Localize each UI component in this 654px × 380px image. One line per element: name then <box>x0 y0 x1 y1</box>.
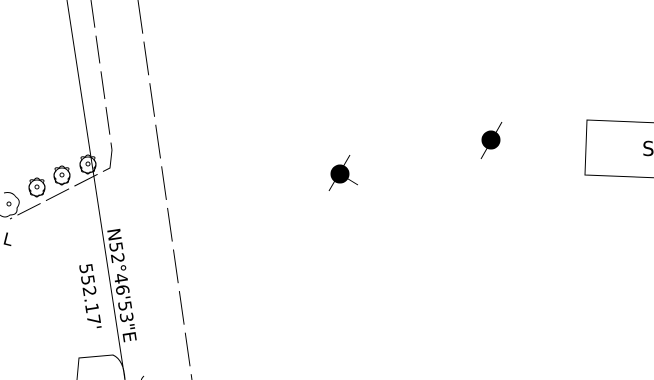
building-outline <box>584 119 654 179</box>
utility-poles <box>328 121 503 192</box>
shrub-icon <box>53 165 71 186</box>
partial-label-left: L <box>1 229 16 251</box>
shrub-icon <box>28 177 46 198</box>
shrub-icon <box>79 154 97 175</box>
boundary-line-dashed-outer <box>137 0 193 380</box>
curve-fragment <box>140 375 145 380</box>
boundary-line-solid <box>66 0 126 380</box>
bearing-label: N52°46'53"E <box>102 227 140 345</box>
curb-curve <box>76 354 126 380</box>
fence-line <box>9 149 113 220</box>
distance-label: 552.17' <box>74 262 105 332</box>
utility-pole-icon <box>480 121 503 160</box>
building-label: S <box>642 137 654 161</box>
shrub-icon <box>0 192 20 218</box>
utility-pole-icon <box>328 154 359 192</box>
shrub-row <box>0 154 97 218</box>
boundary-line-dashed-inner <box>90 0 113 151</box>
